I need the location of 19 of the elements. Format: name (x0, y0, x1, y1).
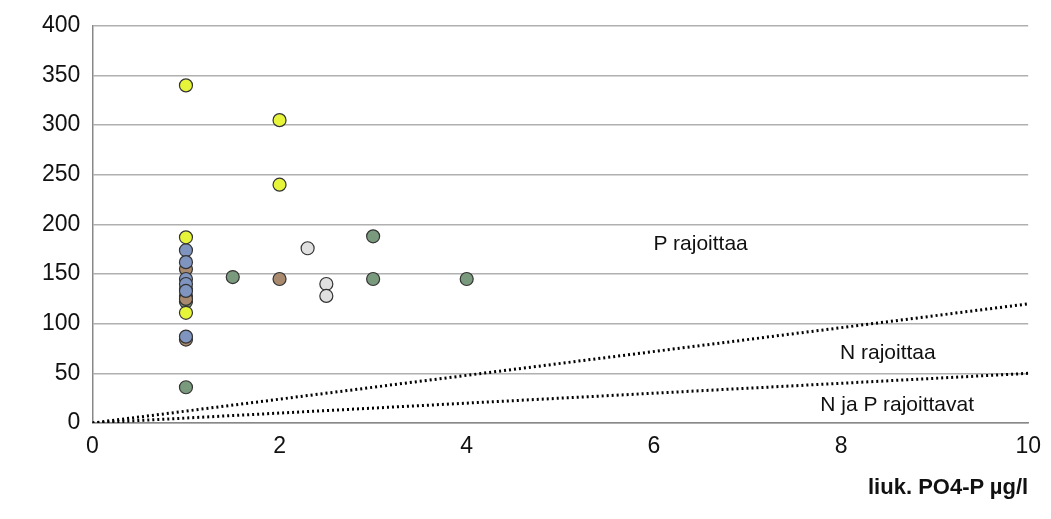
y-tick-label: 150 (42, 259, 81, 286)
annotation: N rajoittaa (839, 340, 936, 364)
x-tick-label: 4 (460, 432, 474, 459)
x-tick-label: 8 (834, 432, 848, 459)
annotation: N ja P rajoittavat (820, 391, 975, 415)
annotation: P rajoittaa (653, 231, 749, 255)
y-tick-label: 350 (42, 60, 81, 87)
x-tick-label: 2 (273, 432, 286, 459)
x-tick-label: 6 (647, 432, 661, 459)
x-tick-label: 10 (1015, 432, 1042, 459)
y-tick-label: 400 (42, 11, 81, 38)
y-tick-label: 50 (54, 358, 81, 385)
y-tick-label: 200 (42, 209, 81, 236)
x-axis-title: liuk. PO4-P µg/l (868, 473, 1029, 499)
y-tick-label: 0 (67, 408, 81, 435)
x-tick-label: 0 (85, 432, 99, 459)
y-tick-label: 250 (42, 160, 81, 187)
y-tick-label: 100 (42, 309, 81, 336)
y-tick-label: 300 (42, 110, 81, 137)
